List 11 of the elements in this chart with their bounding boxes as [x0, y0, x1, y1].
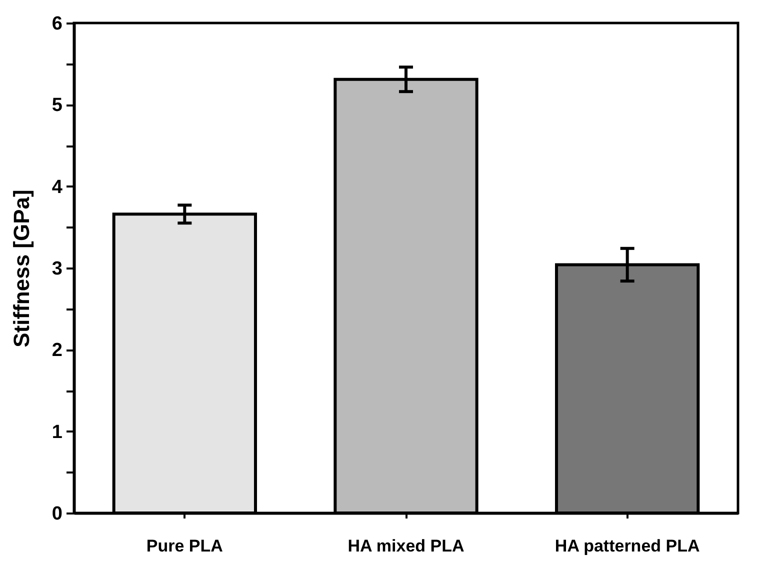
x-tick-label: HA patterned PLA [554, 536, 700, 556]
y-axis-title: Stiffness [GPa] [8, 190, 34, 348]
x-tick-label: HA mixed PLA [348, 536, 464, 556]
x-tick-label: Pure PLA [146, 536, 223, 556]
y-tick-label: 6 [52, 14, 62, 34]
y-tick-label: 1 [52, 422, 63, 443]
y-tick-label: 0 [52, 504, 62, 524]
y-tick-label: 4 [52, 176, 63, 198]
y-tick-label: 3 [52, 258, 62, 280]
y-tick-label: 5 [52, 95, 63, 116]
y-tick-label: 2 [52, 340, 62, 362]
